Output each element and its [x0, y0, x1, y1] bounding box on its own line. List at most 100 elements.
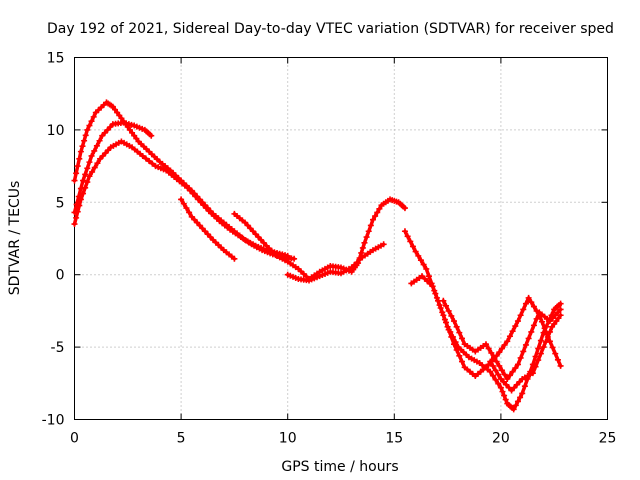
data-point: [380, 241, 387, 248]
data-point: [142, 155, 149, 162]
data-point: [86, 173, 93, 180]
data-point: [497, 384, 504, 391]
data-point: [501, 371, 508, 378]
data-point: [549, 344, 556, 351]
x-tick-label: 5: [177, 431, 186, 447]
data-point: [557, 300, 564, 307]
data-point: [291, 255, 298, 262]
data-point: [412, 248, 419, 255]
data-point: [540, 344, 547, 351]
data-point: [435, 297, 442, 304]
data-point: [487, 358, 494, 365]
data-point: [521, 383, 528, 390]
data-point: [499, 388, 506, 395]
data-point: [453, 346, 460, 353]
data-point: [96, 137, 103, 144]
data-point: [520, 348, 527, 355]
series-track-7: [284, 241, 387, 284]
data-point: [77, 185, 84, 192]
data-point: [81, 137, 88, 144]
data-point: [501, 392, 508, 399]
data-point: [557, 306, 564, 313]
data-point: [495, 371, 502, 378]
data-point: [456, 329, 463, 336]
data-point: [509, 328, 516, 335]
data-point: [504, 375, 511, 382]
data-point: [401, 228, 408, 235]
data-point: [514, 398, 521, 405]
data-point: [86, 122, 93, 129]
data-point: [88, 152, 95, 159]
data-point: [529, 370, 536, 377]
x-axis-ticks: 0 5 10 15 20 25: [70, 57, 617, 447]
data-point: [146, 158, 153, 165]
data-point: [432, 290, 439, 297]
data-point: [552, 350, 559, 357]
data-point: [542, 339, 549, 346]
data-point: [557, 312, 564, 319]
series-track-10: [440, 297, 564, 382]
data-point: [77, 148, 84, 155]
y-tick-label: 15: [47, 51, 65, 67]
data-point: [522, 341, 529, 348]
x-tick-label: 20: [492, 431, 510, 447]
data-point: [456, 352, 463, 359]
data-point: [528, 299, 535, 306]
data-point: [363, 234, 370, 241]
data-point: [80, 177, 87, 184]
data-point: [512, 323, 519, 330]
data-point: [76, 155, 83, 162]
x-tick-label: 15: [385, 431, 403, 447]
data-point: [520, 306, 527, 313]
data-point: [84, 179, 91, 186]
x-axis-label: GPS time / hours: [281, 459, 398, 475]
data-point: [485, 345, 492, 352]
series-track-11: [487, 312, 564, 394]
x-tick-label: 25: [599, 431, 617, 447]
data-point: [501, 341, 508, 348]
data-point: [514, 361, 521, 368]
data-point: [517, 394, 524, 401]
data-point: [493, 358, 500, 365]
data-point: [554, 356, 561, 363]
series-track-3: [71, 119, 155, 216]
data-point: [448, 312, 455, 319]
x-tick-label: 0: [70, 431, 79, 447]
data-point: [90, 113, 97, 120]
series-track-6: [274, 196, 408, 283]
data-point: [458, 335, 465, 342]
data-point: [482, 341, 489, 348]
data-point: [535, 357, 542, 364]
data-point: [148, 132, 155, 139]
data-point: [372, 213, 379, 220]
data-point: [535, 345, 542, 352]
data-point: [538, 318, 545, 325]
y-axis-ticks: -10 -5 0 5 10 15: [42, 51, 608, 429]
data-point: [537, 337, 544, 344]
data-point: [423, 265, 430, 272]
data-point: [369, 216, 376, 223]
data-point: [71, 221, 78, 228]
series-track-8: [401, 228, 564, 413]
data-point: [445, 326, 452, 333]
data-point: [453, 323, 460, 330]
data-point: [186, 209, 193, 216]
chart-title: Day 192 of 2021, Sidereal Day-to-day VTE…: [47, 21, 614, 37]
data-point: [361, 239, 368, 246]
data-point: [437, 305, 444, 312]
data-point: [488, 349, 495, 356]
data-point: [528, 328, 535, 335]
data-point: [404, 233, 411, 240]
data-point: [73, 170, 80, 177]
series-track-4: [178, 196, 238, 262]
data-point: [495, 380, 502, 387]
data-point: [93, 142, 100, 149]
data-point: [429, 283, 436, 290]
data-point: [532, 363, 539, 370]
data-point: [89, 168, 96, 175]
data-point: [86, 159, 93, 166]
y-tick-label: 5: [56, 195, 65, 211]
data-point: [359, 244, 366, 251]
data-point: [544, 333, 551, 340]
data-point: [74, 163, 81, 170]
